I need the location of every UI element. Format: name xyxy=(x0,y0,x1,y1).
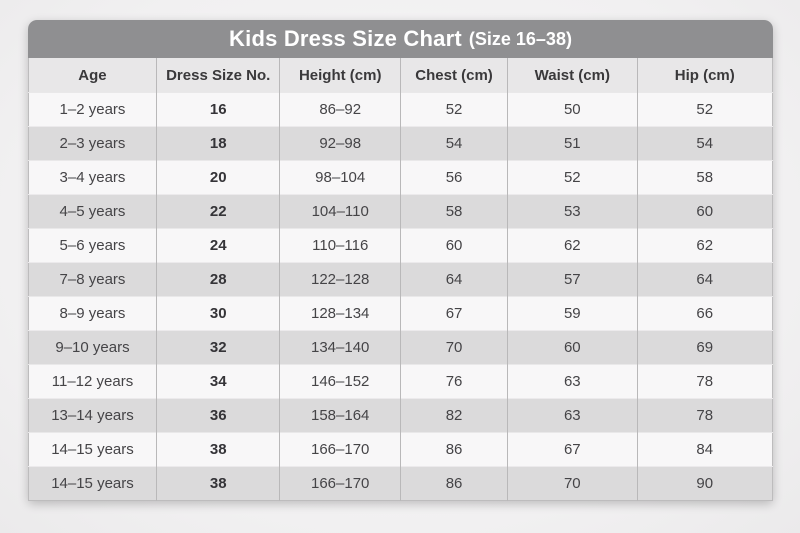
cell-height: 158–164 xyxy=(279,398,401,433)
size-table: Age Dress Size No. Height (cm) Chest (cm… xyxy=(28,58,773,501)
cell-age: 13–14 years xyxy=(28,398,157,433)
cell-height: 166–170 xyxy=(279,432,401,467)
cell-age: 9–10 years xyxy=(28,330,157,365)
cell-height: 86–92 xyxy=(279,92,401,127)
header-chest: Chest (cm) xyxy=(399,58,508,93)
cell-chest: 52 xyxy=(399,92,508,127)
cell-dress-size: 16 xyxy=(155,92,280,127)
cell-hip: 54 xyxy=(636,126,773,161)
cell-height: 110–116 xyxy=(279,228,401,263)
table-row: 8–9 years 30 128–134 67 59 66 xyxy=(28,296,773,331)
cell-age: 3–4 years xyxy=(28,160,157,195)
table-row: 5–6 years 24 110–116 60 62 62 xyxy=(28,228,773,263)
cell-hip: 62 xyxy=(636,228,773,263)
table-row: 4–5 years 22 104–110 58 53 60 xyxy=(28,194,773,229)
cell-dress-size: 20 xyxy=(155,160,280,195)
cell-waist: 53 xyxy=(507,194,638,229)
cell-hip: 69 xyxy=(636,330,773,365)
table-row: 14–15 years 38 166–170 86 67 84 xyxy=(28,432,773,467)
cell-dress-size: 32 xyxy=(155,330,280,365)
size-chart-card: Kids Dress Size Chart (Size 16–38) Age D… xyxy=(28,20,773,501)
header-waist: Waist (cm) xyxy=(507,58,638,93)
cell-waist: 57 xyxy=(507,262,638,297)
cell-waist: 50 xyxy=(507,92,638,127)
cell-chest: 86 xyxy=(399,432,508,467)
size-table-body: 1–2 years 16 86–92 52 50 52 2–3 years 18 92–98 54… xyxy=(28,92,773,501)
cell-hip: 58 xyxy=(636,160,773,195)
table-row: 1–2 years 16 86–92 52 50 52 xyxy=(28,92,773,127)
cell-age: 1–2 years xyxy=(28,92,157,127)
header-row: Age Dress Size No. Height (cm) Chest (cm… xyxy=(28,58,773,93)
cell-hip: 60 xyxy=(636,194,773,229)
chart-title: Kids Dress Size Chart xyxy=(229,26,462,51)
header-age: Age xyxy=(28,58,157,93)
chart-title-range: (Size 16–38) xyxy=(468,28,572,49)
cell-age: 5–6 years xyxy=(28,228,157,263)
table-row: 11–12 years 34 146–152 76 63 78 xyxy=(28,364,773,399)
cell-chest: 56 xyxy=(399,160,508,195)
table-row: 14–15 years 38 166–170 86 70 90 xyxy=(28,466,773,501)
cell-hip: 78 xyxy=(636,364,773,399)
cell-height: 146–152 xyxy=(279,364,401,399)
cell-height: 134–140 xyxy=(279,330,401,365)
cell-age: 7–8 years xyxy=(28,262,157,297)
cell-hip: 84 xyxy=(636,432,773,467)
cell-age: 4–5 years xyxy=(28,194,157,229)
cell-chest: 82 xyxy=(399,398,508,433)
cell-height: 128–134 xyxy=(279,296,401,331)
cell-age: 14–15 years xyxy=(28,432,157,467)
cell-age: 11–12 years xyxy=(28,364,157,399)
cell-age: 14–15 years xyxy=(28,466,157,501)
cell-height: 104–110 xyxy=(279,194,401,229)
cell-waist: 70 xyxy=(507,466,638,501)
cell-dress-size: 36 xyxy=(155,398,280,433)
cell-dress-size: 22 xyxy=(155,194,280,229)
cell-waist: 51 xyxy=(507,126,638,161)
table-row: 13–14 years 36 158–164 82 63 78 xyxy=(28,398,773,433)
chart-title-bar: Kids Dress Size Chart (Size 16–38) xyxy=(28,20,773,58)
header-hip: Hip (cm) xyxy=(636,58,773,93)
cell-height: 98–104 xyxy=(279,160,401,195)
cell-waist: 60 xyxy=(507,330,638,365)
cell-hip: 78 xyxy=(636,398,773,433)
cell-dress-size: 34 xyxy=(155,364,280,399)
cell-height: 92–98 xyxy=(279,126,401,161)
cell-chest: 70 xyxy=(399,330,508,365)
cell-chest: 60 xyxy=(399,228,508,263)
table-row: 3–4 years 20 98–104 56 52 58 xyxy=(28,160,773,195)
cell-hip: 66 xyxy=(636,296,773,331)
cell-waist: 62 xyxy=(507,228,638,263)
cell-dress-size: 28 xyxy=(155,262,280,297)
cell-hip: 52 xyxy=(636,92,773,127)
cell-chest: 58 xyxy=(399,194,508,229)
cell-age: 8–9 years xyxy=(28,296,157,331)
cell-chest: 54 xyxy=(399,126,508,161)
cell-waist: 59 xyxy=(507,296,638,331)
table-row: 9–10 years 32 134–140 70 60 69 xyxy=(28,330,773,365)
size-table-head: Age Dress Size No. Height (cm) Chest (cm… xyxy=(28,58,773,93)
cell-waist: 63 xyxy=(507,398,638,433)
table-row: 2–3 years 18 92–98 54 51 54 xyxy=(28,126,773,161)
cell-hip: 90 xyxy=(636,466,773,501)
cell-waist: 63 xyxy=(507,364,638,399)
cell-dress-size: 38 xyxy=(155,466,280,501)
table-row: 7–8 years 28 122–128 64 57 64 xyxy=(28,262,773,297)
cell-chest: 64 xyxy=(399,262,508,297)
cell-height: 166–170 xyxy=(279,466,401,501)
cell-waist: 67 xyxy=(507,432,638,467)
cell-age: 2–3 years xyxy=(28,126,157,161)
cell-chest: 76 xyxy=(399,364,508,399)
cell-dress-size: 38 xyxy=(155,432,280,467)
cell-chest: 86 xyxy=(399,466,508,501)
header-dress-size: Dress Size No. xyxy=(155,58,280,93)
cell-waist: 52 xyxy=(507,160,638,195)
cell-height: 122–128 xyxy=(279,262,401,297)
cell-dress-size: 18 xyxy=(155,126,280,161)
cell-hip: 64 xyxy=(636,262,773,297)
cell-dress-size: 30 xyxy=(155,296,280,331)
header-height: Height (cm) xyxy=(279,58,401,93)
cell-chest: 67 xyxy=(399,296,508,331)
cell-dress-size: 24 xyxy=(155,228,280,263)
